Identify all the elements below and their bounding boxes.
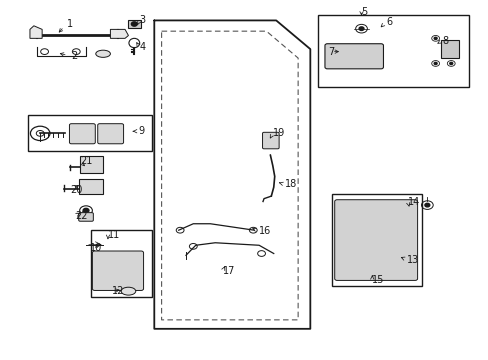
Text: 17: 17 [222, 266, 234, 276]
Text: 10: 10 [90, 243, 102, 253]
Text: 14: 14 [407, 197, 419, 207]
Text: 18: 18 [284, 179, 296, 189]
Circle shape [33, 31, 41, 37]
Circle shape [114, 31, 122, 37]
Text: 7: 7 [328, 46, 334, 57]
FancyBboxPatch shape [69, 124, 95, 144]
Text: 2: 2 [71, 51, 78, 61]
Ellipse shape [121, 287, 136, 295]
FancyBboxPatch shape [334, 200, 417, 280]
Circle shape [447, 49, 451, 53]
Circle shape [358, 27, 363, 31]
Text: 16: 16 [259, 226, 271, 236]
Text: 9: 9 [138, 126, 144, 136]
Circle shape [83, 208, 89, 213]
Bar [317, 15, 468, 87]
Text: 5: 5 [361, 7, 367, 17]
Circle shape [131, 22, 137, 26]
Text: 4: 4 [140, 42, 145, 52]
Bar [128, 21, 141, 28]
Bar [91, 230, 152, 297]
Text: 12: 12 [112, 286, 124, 296]
Text: 1: 1 [66, 19, 73, 29]
Polygon shape [110, 30, 128, 39]
Text: 11: 11 [108, 230, 120, 239]
Polygon shape [30, 26, 42, 39]
Circle shape [433, 37, 436, 40]
FancyBboxPatch shape [262, 132, 279, 149]
Bar [79, 179, 103, 194]
FancyBboxPatch shape [92, 251, 143, 291]
Circle shape [424, 203, 429, 207]
Bar [331, 194, 422, 286]
Text: 19: 19 [272, 129, 285, 138]
Text: 8: 8 [441, 36, 447, 46]
Bar [27, 116, 152, 151]
Text: 13: 13 [406, 255, 418, 265]
FancyBboxPatch shape [117, 273, 138, 287]
Bar [440, 40, 458, 58]
Circle shape [449, 62, 452, 64]
Text: 20: 20 [70, 185, 82, 195]
FancyBboxPatch shape [98, 124, 123, 144]
Text: 3: 3 [140, 15, 145, 26]
Ellipse shape [96, 50, 110, 57]
Circle shape [433, 62, 436, 64]
FancyBboxPatch shape [79, 213, 93, 221]
Text: 15: 15 [371, 275, 384, 285]
Text: 21: 21 [80, 156, 92, 166]
Text: 22: 22 [75, 211, 87, 221]
Bar [80, 156, 103, 173]
FancyBboxPatch shape [325, 44, 383, 69]
Text: 6: 6 [385, 17, 391, 27]
